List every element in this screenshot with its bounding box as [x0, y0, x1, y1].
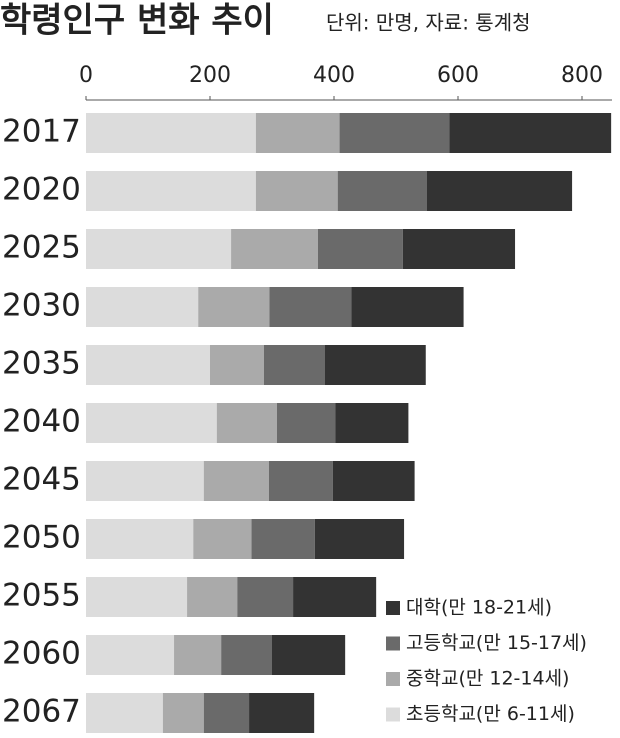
bar-segment	[276, 403, 336, 443]
bar-segment	[198, 287, 270, 327]
y-tick-label: 2020	[2, 172, 81, 208]
bar-segment	[187, 577, 238, 617]
bar-segment	[339, 113, 450, 153]
bar-segment	[272, 635, 346, 675]
bar-segment	[293, 577, 377, 617]
legend-label: 고등학교(만 15-17세)	[406, 632, 587, 654]
legend-label: 초등학교(만 6-11세)	[406, 703, 575, 725]
bar-segment	[86, 345, 210, 385]
chart-subtitle: 단위: 만명, 자료: 통계청	[326, 11, 531, 35]
y-tick-label: 2035	[2, 346, 81, 382]
bar-segment	[210, 345, 264, 385]
bar-segment	[231, 229, 318, 269]
bar-segment	[351, 287, 464, 327]
bar-segment	[269, 287, 352, 327]
legend-label: 대학(만 18-21세)	[406, 597, 552, 619]
y-tick-label: 2067	[2, 694, 81, 730]
legend-swatch	[386, 601, 400, 615]
y-tick-label: 2050	[2, 520, 81, 556]
bar-segment	[268, 461, 333, 501]
bar-segment	[86, 113, 256, 153]
chart-title: 학령인구 변화 추이	[0, 1, 274, 41]
bar-segment	[332, 461, 415, 501]
bar-segment	[402, 229, 516, 269]
bar-segment	[324, 345, 426, 385]
x-tick-label: 600	[437, 63, 479, 88]
bar-segment	[251, 519, 315, 559]
bar-segment	[314, 519, 405, 559]
bar-segment	[255, 171, 338, 211]
bar-segment	[86, 287, 199, 327]
bar-segment	[449, 113, 612, 153]
legend-swatch	[386, 707, 400, 722]
bar-segment	[86, 403, 217, 443]
bar-segment	[335, 403, 409, 443]
y-tick-label: 2025	[2, 230, 81, 266]
legend-swatch	[386, 672, 400, 686]
bar-segment	[86, 693, 163, 733]
bar-segment	[86, 171, 256, 211]
y-tick-label: 2055	[2, 578, 81, 614]
bar-segment	[86, 635, 175, 675]
bar-segment	[221, 635, 272, 675]
bar-segment	[86, 519, 194, 559]
y-tick-label: 2040	[2, 404, 81, 440]
bar-segment	[263, 345, 325, 385]
bar-segment	[317, 229, 403, 269]
y-tick-label: 2045	[2, 462, 81, 498]
bar-segment	[162, 693, 204, 733]
legend-swatch	[386, 636, 400, 651]
bar-segment	[86, 229, 232, 269]
bar-segment	[216, 403, 277, 443]
bar-segment	[427, 171, 573, 211]
bar-segment	[337, 171, 427, 211]
bar-segment	[193, 519, 252, 559]
bar-segment	[203, 693, 250, 733]
x-tick-label: 400	[313, 63, 355, 88]
legend-label: 중학교(만 12-14세)	[406, 668, 569, 690]
x-tick-label: 0	[79, 63, 93, 88]
x-tick-label: 200	[189, 63, 231, 88]
bar-segment	[249, 693, 315, 733]
y-tick-label: 2017	[2, 114, 81, 150]
x-tick-label: 800	[561, 63, 603, 88]
bar-segment	[174, 635, 222, 675]
y-tick-label: 2030	[2, 288, 81, 324]
bar-segment	[237, 577, 294, 617]
bar-segment	[86, 461, 204, 501]
bar-segment	[255, 113, 340, 153]
bar-segment	[203, 461, 269, 501]
y-tick-label: 2060	[2, 636, 81, 672]
bar-segment	[86, 577, 188, 617]
